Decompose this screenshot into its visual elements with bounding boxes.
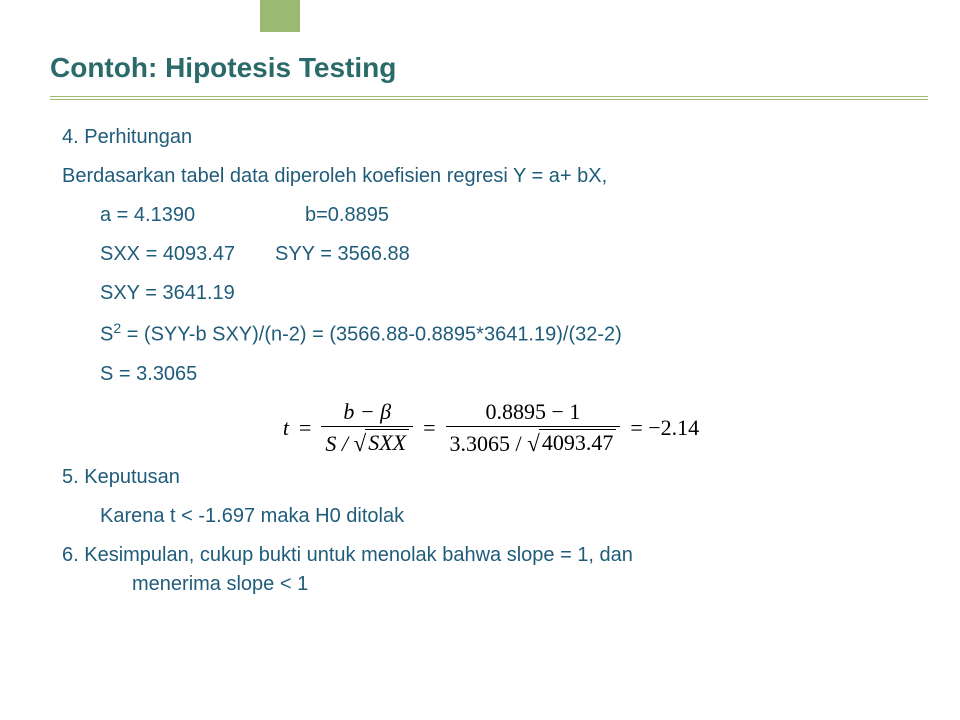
slide-body: 4. Perhitungan Berdasarkan tabel data di… [62,124,920,610]
s2-label: S [100,324,113,346]
t-formula: t = b − β S / √SXX = 0.8895 − 1 3.3065 /… [62,400,920,456]
formula-mid-den-left: S / [325,431,353,456]
slide-title: Contoh: Hipotesis Testing [50,52,396,84]
formula-eq2: = [423,413,435,443]
formula-rhs-den-rad: 4093.47 [539,429,617,455]
s2-exponent: 2 [113,320,121,336]
formula-mid-den-rad: SXX [365,429,409,455]
formula-rhs-frac: 0.8895 − 1 3.3065 / √4093.47 [446,400,621,456]
value-sxx: SXX = 4093.47 [100,241,275,268]
value-b: b=0.8895 [305,202,389,229]
sec5-heading: 5. Keputusan [62,464,920,491]
formula-lhs: t [283,413,289,443]
sec4-intro: Berdasarkan tabel data diperoleh koefisi… [62,163,920,190]
s2-rest: = (SYY-b SXY)/(n-2) = (3566.88-0.8895*36… [121,324,622,346]
formula-eq1: = [299,413,311,443]
sec4-ab: a = 4.1390 b=0.8895 [62,202,920,229]
top-accent-bar [260,0,300,32]
sec6-line1: 6. Kesimpulan, cukup bukti untuk menolak… [62,542,920,569]
sec5-line: Karena t < -1.697 maka H0 ditolak [62,503,920,530]
formula-rhs-den-left: 3.3065 / [450,431,528,456]
formula-mid-num: b − β [339,400,395,426]
formula-rhs-num: 0.8895 − 1 [481,400,584,426]
value-s2: S2 = (SYY-b SXY)/(n-2) = (3566.88-0.8895… [62,319,920,349]
formula-mid-frac: b − β S / √SXX [321,400,413,456]
value-a: a = 4.1390 [100,202,305,229]
value-s: S = 3.3065 [62,361,920,388]
value-syy: SYY = 3566.88 [275,241,410,268]
formula-result: = −2.14 [630,413,699,443]
sec4-sxx-syy: SXX = 4093.47 SYY = 3566.88 [62,241,920,268]
sec6-line2: menerima slope < 1 [62,571,920,598]
title-underline-inner [50,97,928,99]
sec4-heading: 4. Perhitungan [62,124,920,151]
value-sxy: SXY = 3641.19 [62,280,920,307]
